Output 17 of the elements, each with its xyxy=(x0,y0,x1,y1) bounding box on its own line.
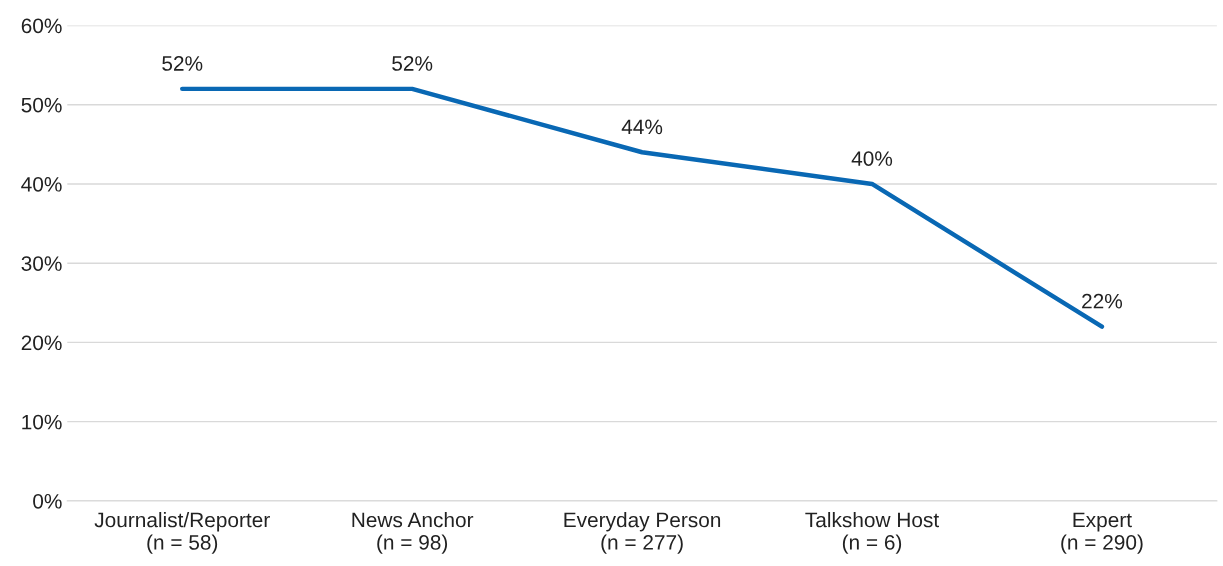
x-tick-label: Expert (n = 290) xyxy=(1061,512,1143,554)
data-label: 40% xyxy=(851,151,893,166)
x-tick-label: Everyday Person (n = 277) xyxy=(564,512,721,554)
y-tick-label: 10% xyxy=(22,414,62,430)
y-tick-label: 20% xyxy=(21,335,62,351)
y-tick-label: 40% xyxy=(21,176,62,192)
x-tick-label: Talkshow Host (n = 6) xyxy=(805,512,939,554)
x-tick-label: News Anchor (n = 98) xyxy=(352,512,474,554)
data-label: 44% xyxy=(621,119,663,135)
y-tick-label: 30% xyxy=(21,256,62,271)
data-label: 22% xyxy=(1082,293,1123,309)
data-label: 52% xyxy=(162,56,203,71)
y-tick-label: 0% xyxy=(33,493,62,509)
y-tick-label: 50% xyxy=(21,97,62,113)
data-label: 52% xyxy=(392,56,433,71)
x-tick-label: Journalist/Reporter (n = 58) xyxy=(94,512,270,554)
y-tick-label: 60% xyxy=(21,18,62,34)
